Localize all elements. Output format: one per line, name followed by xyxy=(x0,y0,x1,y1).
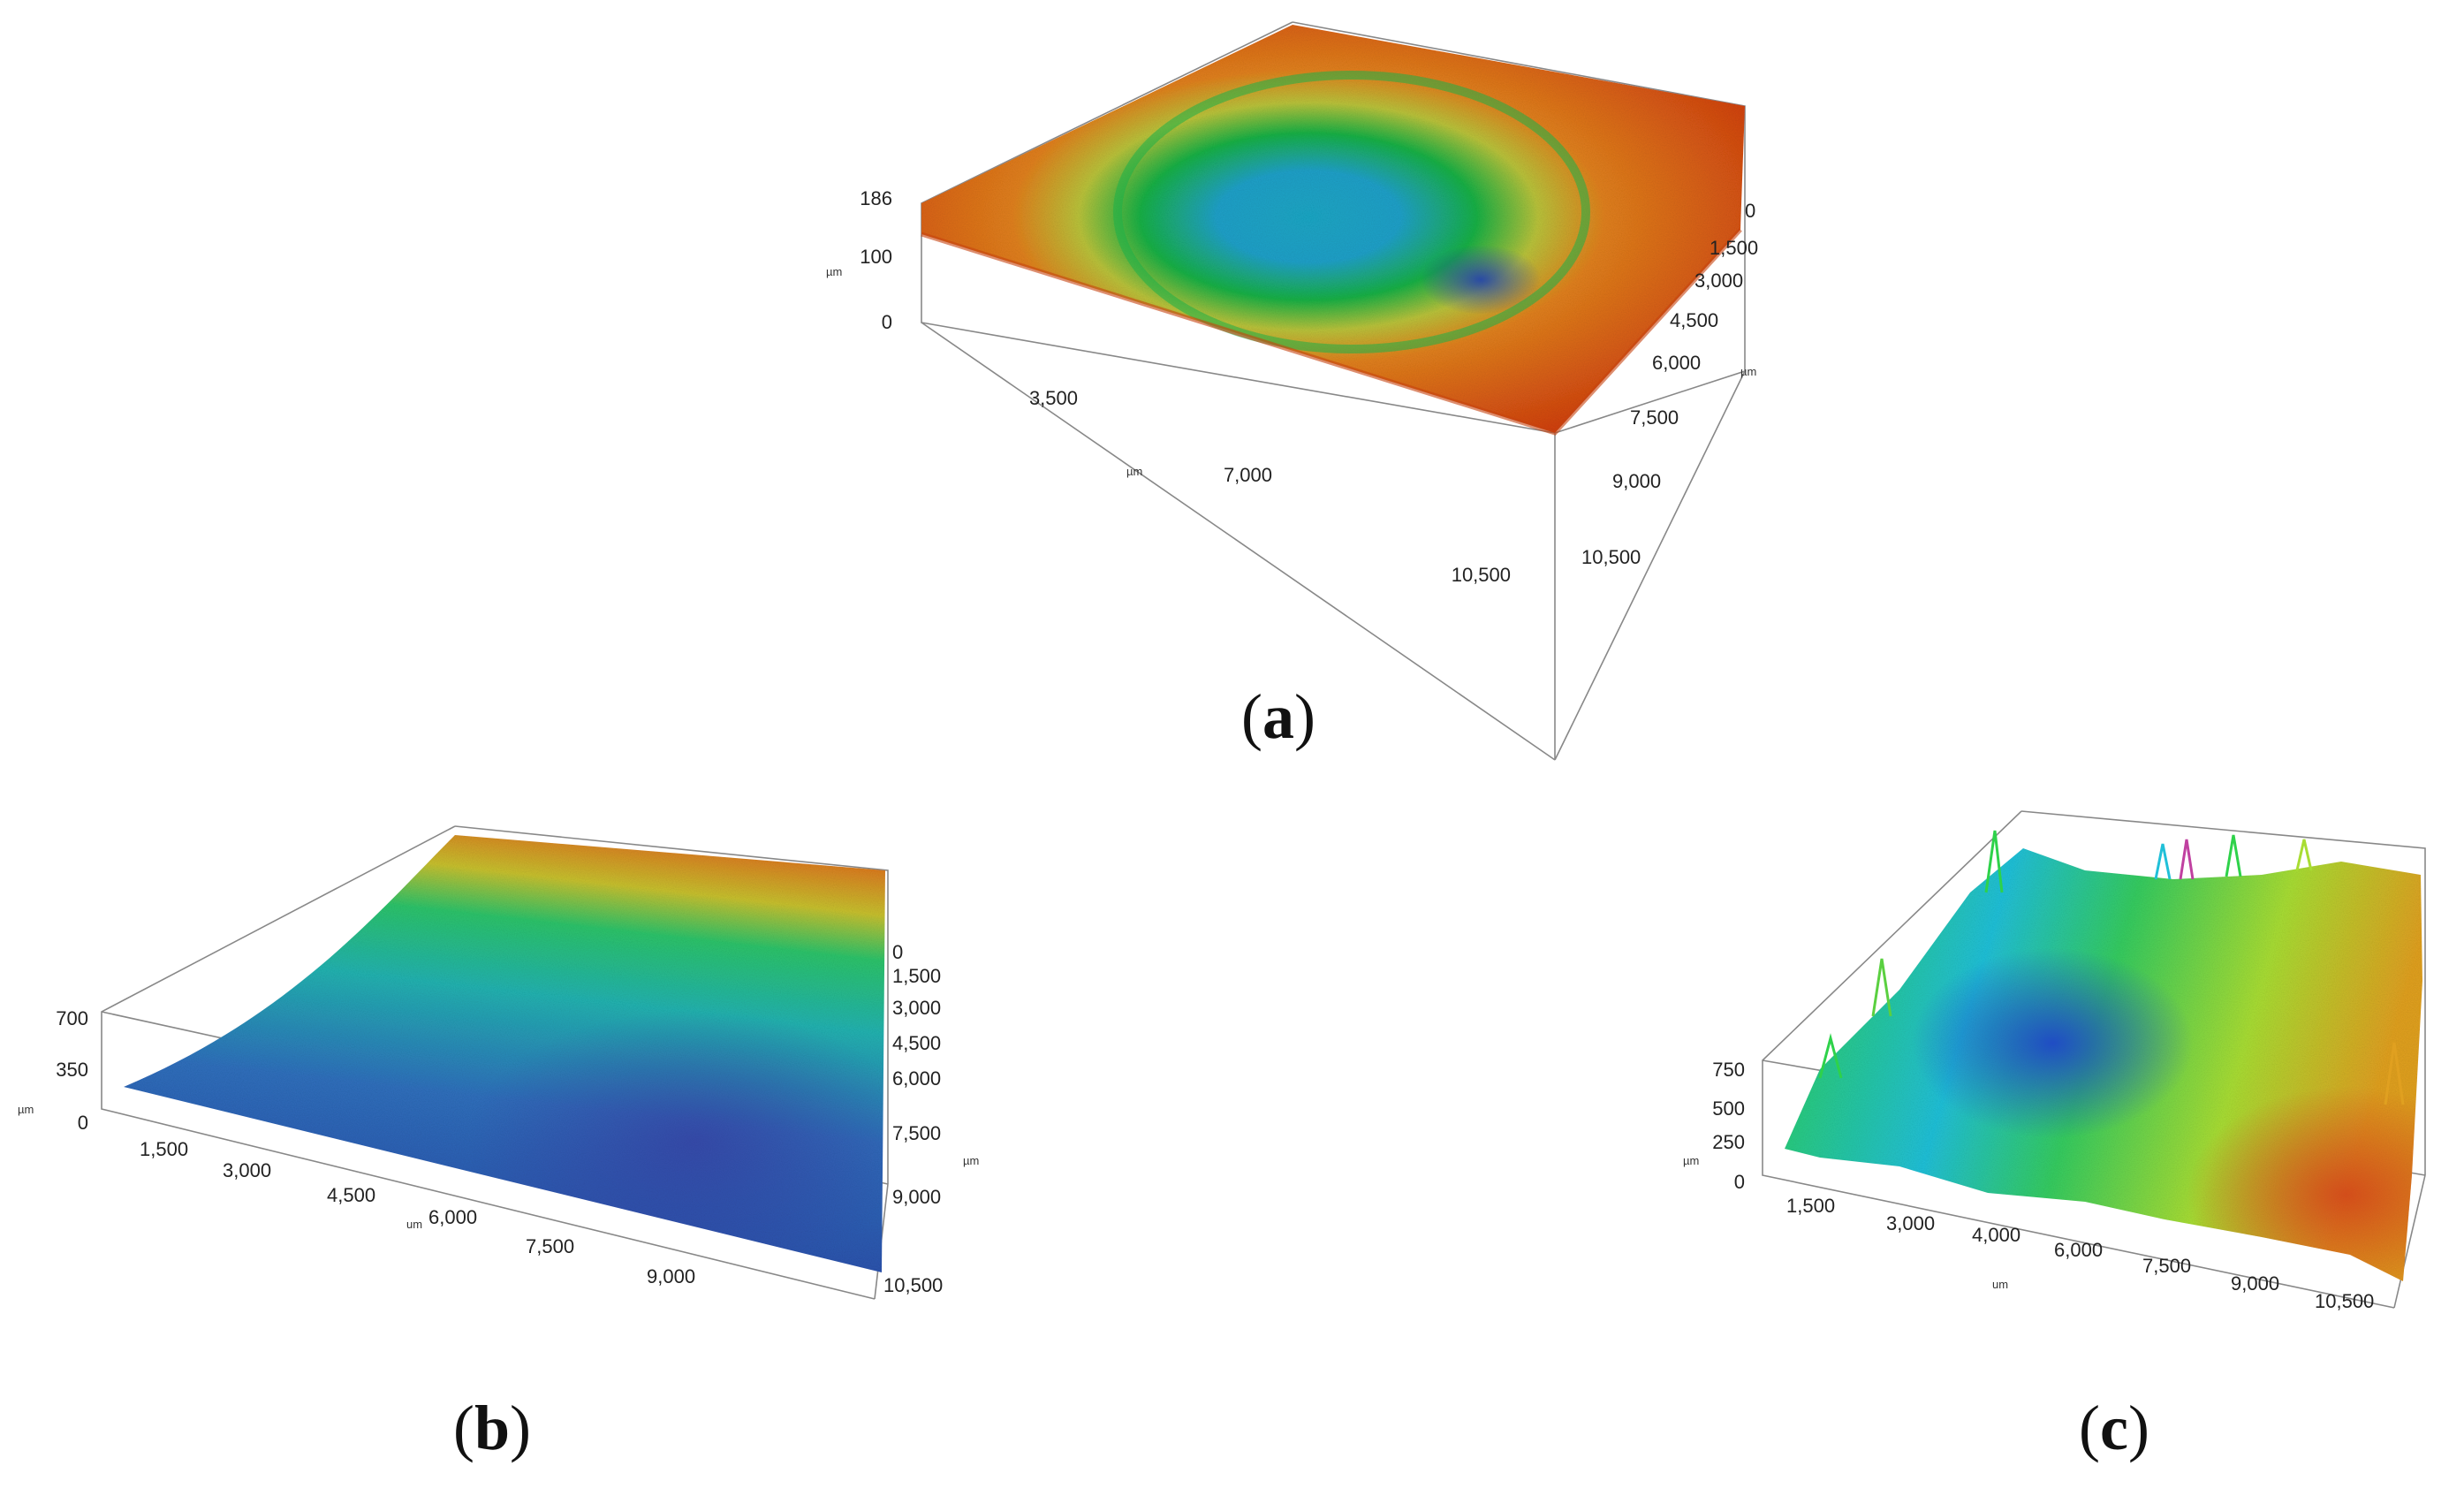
panel-c-z-tick: 500 xyxy=(1712,1097,1745,1120)
panel-c-x-tick: 1,500 xyxy=(1786,1195,1835,1217)
panel-a-y-unit: µm xyxy=(1740,365,1756,378)
panel-a-x-tick: 7,000 xyxy=(1224,464,1272,486)
panel-a-y-tick: 7,500 xyxy=(1630,406,1679,429)
panel-a-y-tick: 0 xyxy=(1745,200,1755,222)
panel-a-y-tick: 1,500 xyxy=(1710,237,1758,259)
panel-b-x-unit: um xyxy=(406,1218,422,1231)
panel-c-z-unit: µm xyxy=(1683,1154,1699,1167)
panel-a-y-tick: 10,500 xyxy=(1581,546,1641,568)
panel-b-low-region xyxy=(124,835,885,1272)
panel-c-x-tick: 9,000 xyxy=(2231,1272,2279,1295)
panel-b-x-tick: 7,500 xyxy=(526,1235,574,1257)
panel-b-z-tick: 350 xyxy=(56,1059,88,1081)
panel-b: 700 350 0 µm 1,500 3,000 4,500 6,000 7,5… xyxy=(18,825,979,1463)
panel-a-surface-front-edge xyxy=(921,228,1742,436)
panel-c-spikes xyxy=(1818,830,2405,1105)
panel-a-caption: (a) xyxy=(1241,681,1315,752)
panel-c-x-tick: 7,500 xyxy=(2142,1255,2191,1277)
panel-b-y-tick: 10,500 xyxy=(883,1274,943,1296)
panel-a-y-tick: 4,500 xyxy=(1670,309,1718,331)
panel-b-x-tick: 9,000 xyxy=(647,1265,695,1287)
panel-a-y-tick: 9,000 xyxy=(1612,470,1661,492)
panel-c-x-tick: 10,500 xyxy=(2315,1290,2374,1312)
panel-a-x-tick: 10,500 xyxy=(1452,564,1511,586)
panel-a-caption-letter: a xyxy=(1262,681,1294,752)
panel-c-z-tick: 0 xyxy=(1734,1171,1745,1193)
panel-a-y-tick: 6,000 xyxy=(1652,352,1701,374)
panel-b-y-tick: 1,500 xyxy=(892,965,941,987)
panel-a-x-tick: 3,500 xyxy=(1029,387,1078,409)
panel-c-caption: (c) xyxy=(2079,1393,2149,1463)
panel-a-y-axis: 0 1,500 3,000 4,500 6,000 7,500 9,000 10… xyxy=(1581,200,1758,568)
panel-c-high-region xyxy=(1785,848,2422,1281)
panel-b-z-axis: 700 350 0 µm xyxy=(18,1007,88,1134)
panel-c-x-axis: 1,500 3,000 4,000 6,000 7,500 9,000 10,5… xyxy=(1786,1195,2374,1312)
panel-b-y-tick: 3,000 xyxy=(892,997,941,1019)
panel-a-crater-deep-region xyxy=(1246,159,1581,353)
panel-b-x-axis: 1,500 3,000 4,500 6,000 7,500 9,000 um xyxy=(140,1138,695,1287)
panel-b-caption: (b) xyxy=(453,1393,531,1463)
panel-c-z-tick: 250 xyxy=(1712,1131,1745,1153)
panel-c-x-unit: um xyxy=(1992,1278,2008,1291)
panel-c-x-tick: 3,000 xyxy=(1886,1212,1935,1234)
panel-b-y-axis: 0 1,500 3,000 4,500 6,000 7,500 9,000 10… xyxy=(883,941,979,1296)
panel-a-crater-rim xyxy=(1113,71,1590,353)
panel-a-x-unit: µm xyxy=(1126,465,1142,478)
panel-b-y-tick: 7,500 xyxy=(892,1122,941,1144)
panel-a-z-unit: µm xyxy=(826,265,842,278)
panel-c-x-tick: 6,000 xyxy=(2054,1239,2103,1261)
panel-b-x-tick: 6,000 xyxy=(428,1206,477,1228)
panel-a: 186 100 0 µm 3,500 7,000 10,500 µm 0 1,5… xyxy=(826,21,1758,761)
panel-c-caption-letter: c xyxy=(2100,1393,2128,1463)
panel-c-z-tick: 750 xyxy=(1712,1059,1745,1081)
panel-a-x-axis: 3,500 7,000 10,500 µm xyxy=(1029,387,1511,586)
panel-b-z-tick: 700 xyxy=(56,1007,88,1029)
panel-c-z-axis: 750 500 250 0 µm xyxy=(1683,1059,1745,1193)
panel-b-x-tick: 1,500 xyxy=(140,1138,188,1160)
panel-b-caption-letter: b xyxy=(474,1393,510,1463)
panel-a-z-tick: 0 xyxy=(882,311,892,333)
panel-c-x-tick: 4,000 xyxy=(1972,1224,2020,1246)
panel-b-y-tick: 0 xyxy=(892,941,903,963)
panel-b-y-tick: 6,000 xyxy=(892,1067,941,1090)
panel-b-z-tick: 0 xyxy=(78,1112,88,1134)
panel-b-x-tick: 3,000 xyxy=(223,1159,271,1181)
panel-c: 750 500 250 0 µm 1,500 3,000 4,000 6,000… xyxy=(1683,810,2426,1463)
panel-b-x-tick: 4,500 xyxy=(327,1184,375,1206)
panel-a-z-tick: 100 xyxy=(860,246,892,268)
panel-b-z-unit: µm xyxy=(18,1103,34,1116)
panel-b-y-unit: µm xyxy=(963,1154,979,1167)
panel-a-z-axis: 186 100 0 µm xyxy=(826,187,892,333)
panel-b-y-tick: 9,000 xyxy=(892,1186,941,1208)
panel-a-y-tick: 3,000 xyxy=(1694,270,1743,292)
panel-b-y-tick: 4,500 xyxy=(892,1032,941,1054)
panel-a-box xyxy=(921,21,1746,761)
panel-a-z-tick: 186 xyxy=(860,187,892,209)
